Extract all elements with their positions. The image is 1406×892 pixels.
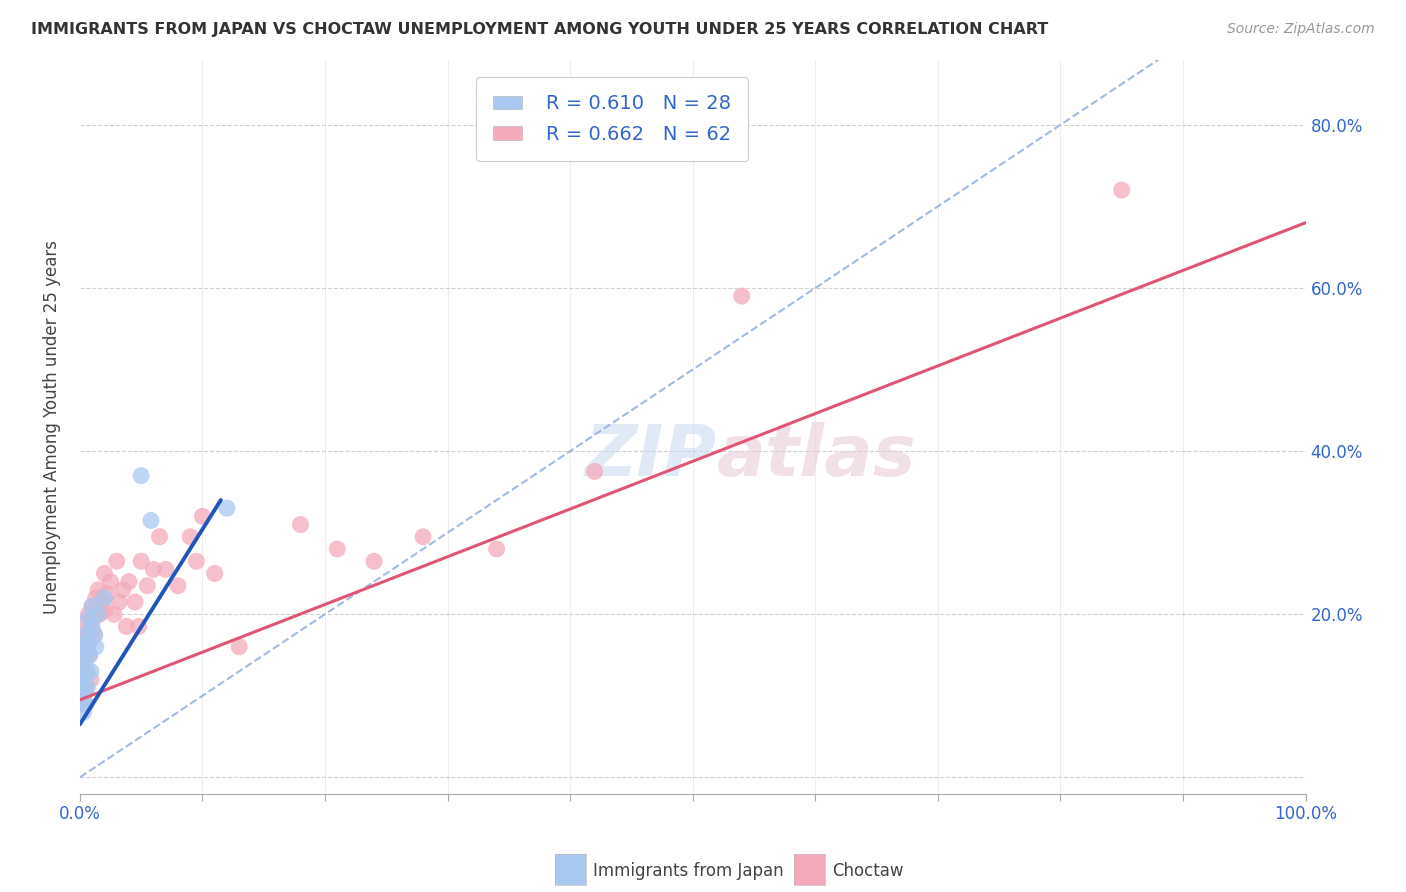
Y-axis label: Unemployment Among Youth under 25 years: Unemployment Among Youth under 25 years <box>44 240 60 614</box>
Point <box>77 636 100 650</box>
Point <box>124 595 146 609</box>
Point <box>100 574 122 589</box>
Point <box>75 644 97 658</box>
Text: Choctaw: Choctaw <box>832 862 904 880</box>
Point <box>72 705 94 719</box>
Point <box>142 562 165 576</box>
Point <box>80 665 103 679</box>
Point <box>70 652 93 666</box>
Point <box>75 681 97 695</box>
Point <box>72 644 94 658</box>
Point <box>77 607 100 622</box>
Point <box>179 530 201 544</box>
Point <box>84 640 107 654</box>
Point <box>93 603 115 617</box>
Point <box>84 591 107 605</box>
Point <box>70 676 93 690</box>
Point <box>72 697 94 711</box>
Point <box>290 517 312 532</box>
Point <box>96 587 118 601</box>
Point <box>70 660 93 674</box>
Point <box>129 554 152 568</box>
Point <box>485 541 508 556</box>
Point <box>73 684 96 698</box>
Point <box>155 562 177 576</box>
Point <box>87 582 110 597</box>
Point <box>83 627 105 641</box>
Point <box>583 465 606 479</box>
Point <box>111 582 134 597</box>
Point <box>191 509 214 524</box>
Text: Source: ZipAtlas.com: Source: ZipAtlas.com <box>1227 22 1375 37</box>
Point <box>228 640 250 654</box>
Point <box>72 656 94 670</box>
Point <box>115 619 138 633</box>
Point <box>73 627 96 641</box>
Point <box>136 579 159 593</box>
Point <box>75 697 97 711</box>
Point <box>72 684 94 698</box>
Point <box>79 648 101 662</box>
Point <box>77 636 100 650</box>
Point <box>76 615 98 630</box>
Point <box>82 619 104 633</box>
Point <box>326 541 349 556</box>
Point <box>1111 183 1133 197</box>
Point <box>108 595 131 609</box>
Point <box>118 574 141 589</box>
Point <box>73 636 96 650</box>
Point <box>75 627 97 641</box>
Text: Immigrants from Japan: Immigrants from Japan <box>593 862 785 880</box>
Point <box>76 681 98 695</box>
Point <box>89 607 111 622</box>
Point <box>82 599 104 613</box>
Point <box>93 566 115 581</box>
Point <box>186 554 208 568</box>
Point <box>128 619 150 633</box>
Point <box>129 468 152 483</box>
Point <box>79 624 101 638</box>
Point <box>90 595 112 609</box>
Point <box>72 652 94 666</box>
Point <box>70 697 93 711</box>
Point <box>82 611 104 625</box>
Point <box>70 665 93 679</box>
Point <box>72 640 94 654</box>
Point <box>72 689 94 703</box>
Point <box>363 554 385 568</box>
Point <box>79 648 101 662</box>
Point <box>80 632 103 646</box>
Point <box>75 652 97 666</box>
Point <box>87 607 110 622</box>
Point <box>148 530 170 544</box>
Legend: R = 0.610   N = 28, R = 0.662   N = 62: R = 0.610 N = 28, R = 0.662 N = 62 <box>475 77 748 161</box>
Point <box>76 665 98 679</box>
Point <box>72 640 94 654</box>
Text: ZIP: ZIP <box>585 422 717 491</box>
Point <box>731 289 754 303</box>
Point <box>72 693 94 707</box>
Point <box>105 554 128 568</box>
Point <box>215 501 238 516</box>
Point <box>76 644 98 658</box>
Point <box>70 689 93 703</box>
Text: IMMIGRANTS FROM JAPAN VS CHOCTAW UNEMPLOYMENT AMONG YOUTH UNDER 25 YEARS CORRELA: IMMIGRANTS FROM JAPAN VS CHOCTAW UNEMPLO… <box>31 22 1049 37</box>
Point <box>412 530 434 544</box>
Point <box>80 673 103 687</box>
Point <box>139 513 162 527</box>
Point <box>72 668 94 682</box>
Point <box>103 607 125 622</box>
Point <box>82 624 104 638</box>
Point <box>73 673 96 687</box>
Point <box>72 676 94 690</box>
Point <box>77 611 100 625</box>
Point <box>93 591 115 605</box>
Point <box>167 579 190 593</box>
Text: atlas: atlas <box>717 422 917 491</box>
Point <box>82 599 104 613</box>
Point <box>204 566 226 581</box>
Point <box>83 627 105 641</box>
Point <box>72 668 94 682</box>
